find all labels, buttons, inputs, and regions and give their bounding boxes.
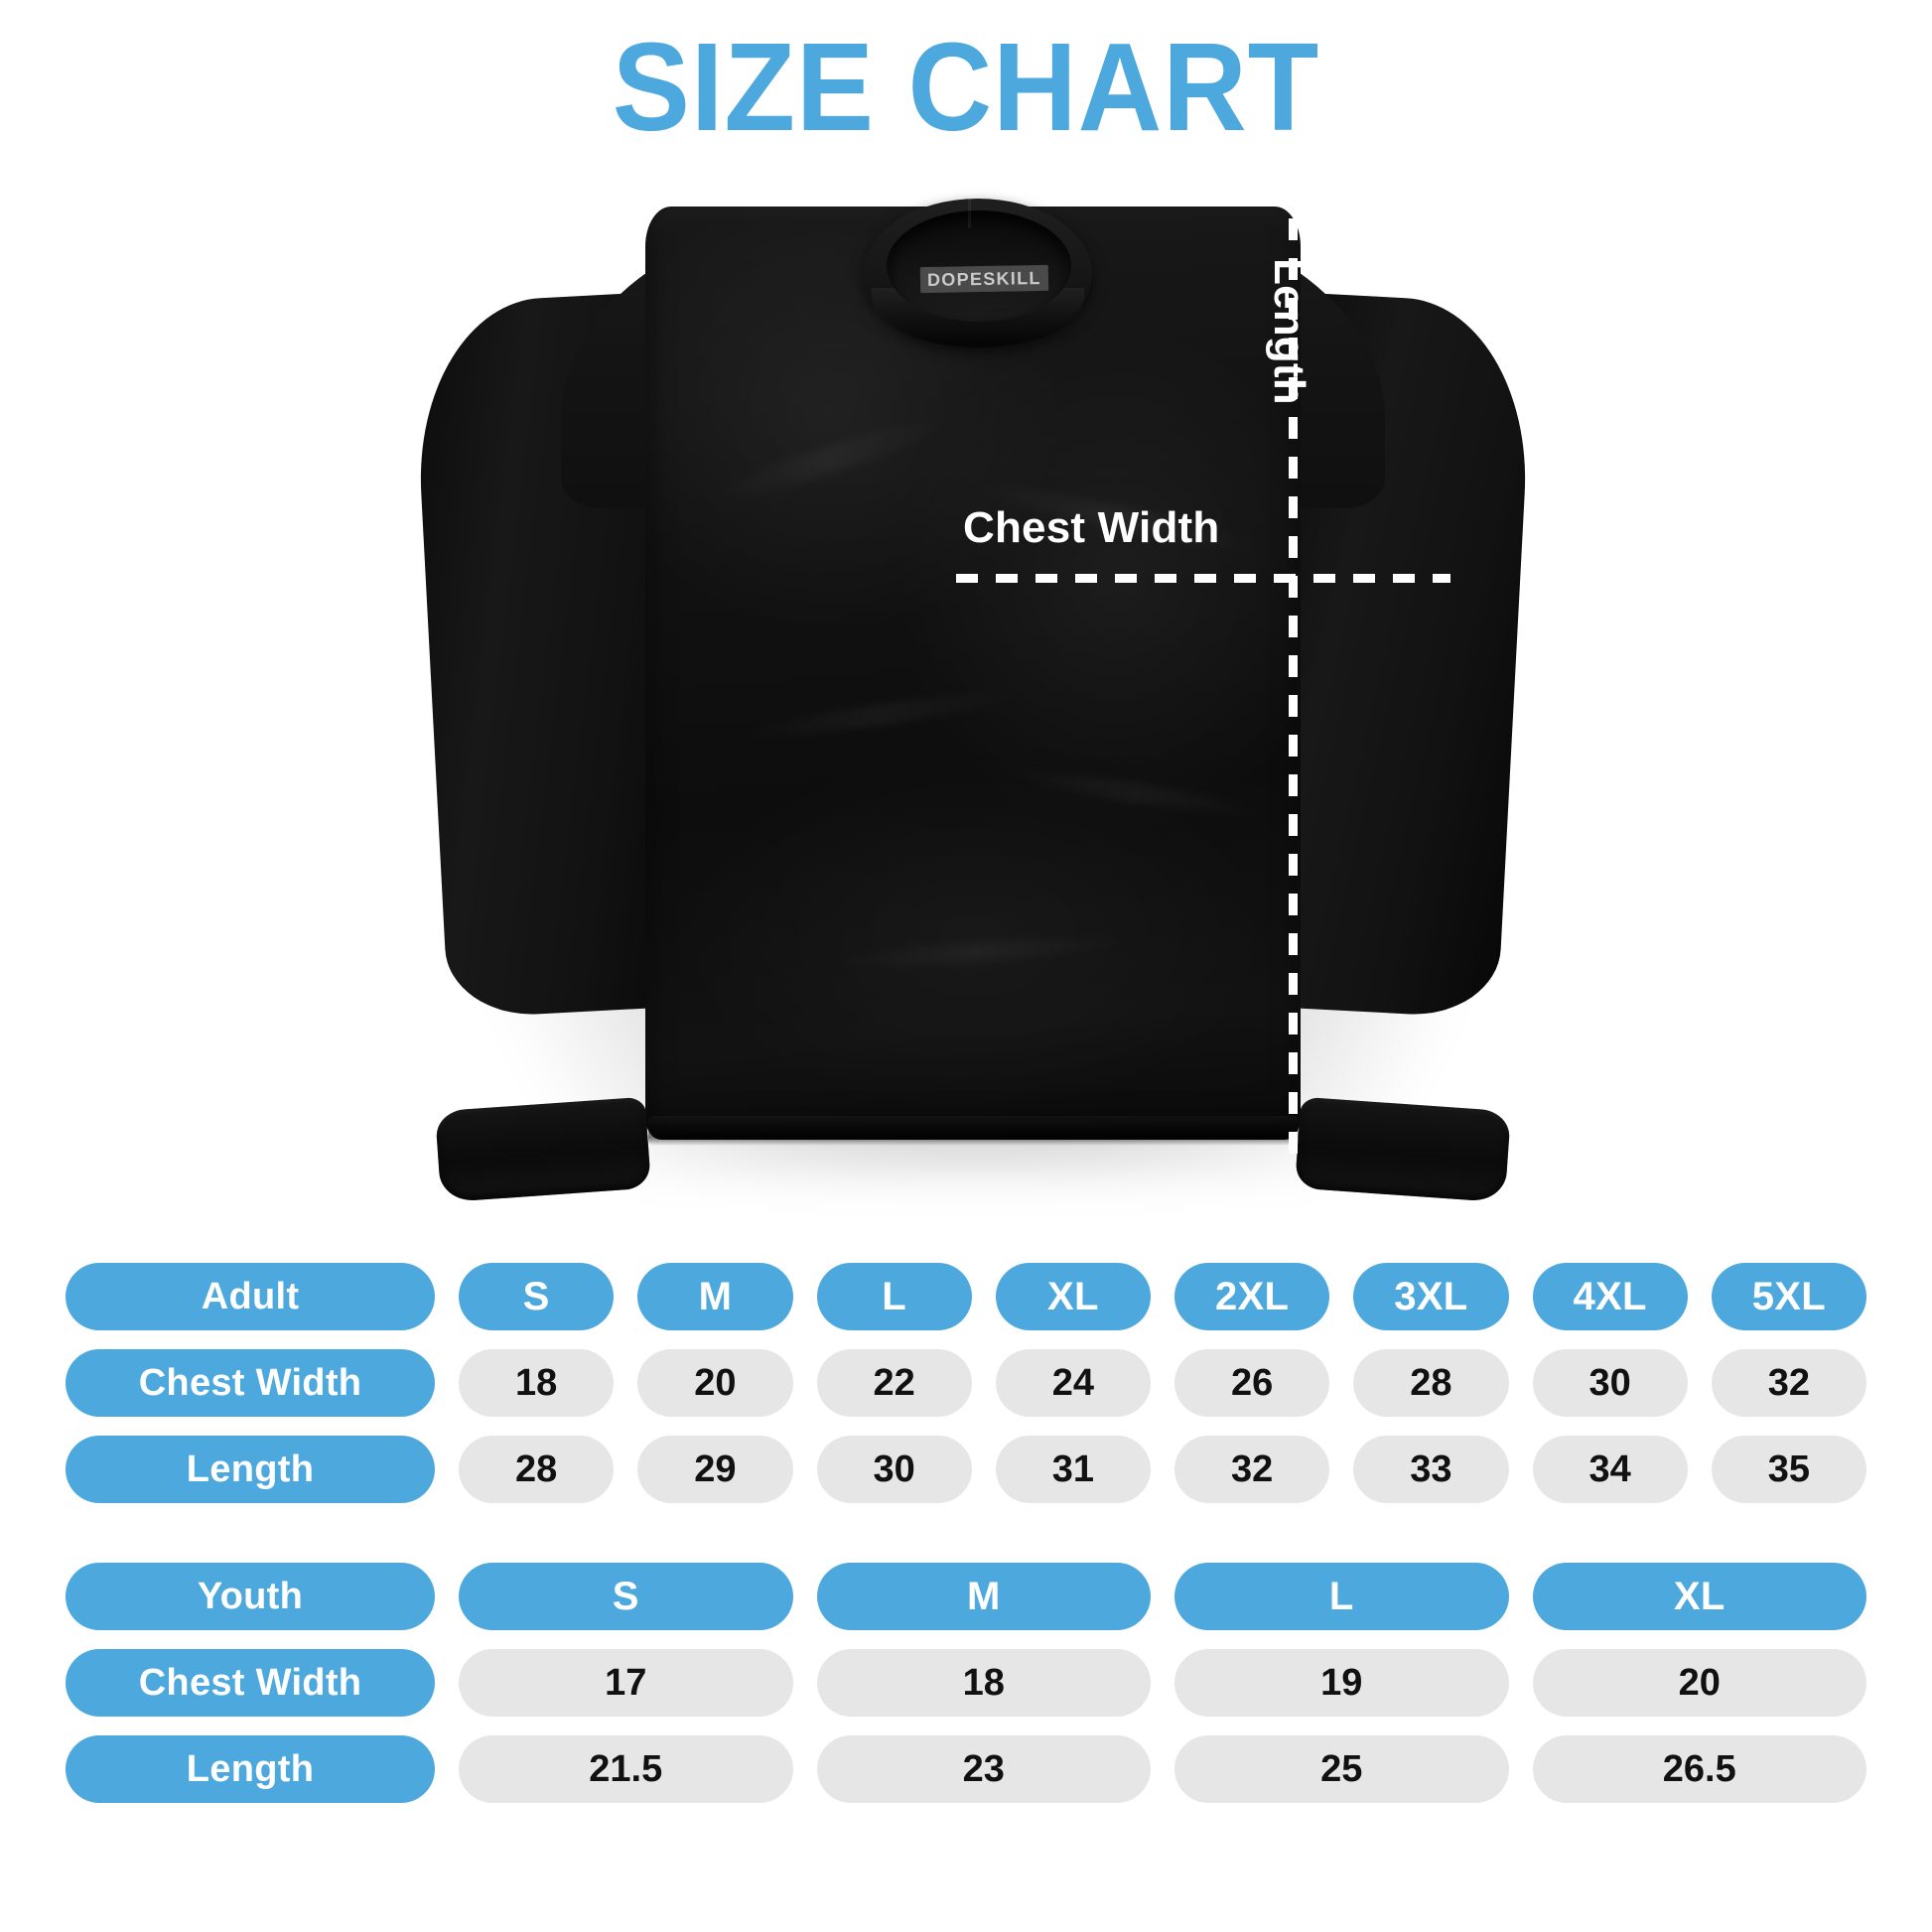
youth-chest-width-l: 19: [1174, 1649, 1509, 1717]
shirt-torso: [645, 207, 1301, 1140]
size-header-5xl[interactable]: 5XL: [1711, 1263, 1866, 1330]
adult-length-xl: 31: [995, 1436, 1151, 1503]
youth-table-title: Youth: [66, 1563, 435, 1630]
size-header-l[interactable]: L: [816, 1263, 972, 1330]
adult-chest-width-l: 22: [816, 1349, 972, 1417]
youth-size-header-m[interactable]: M: [816, 1563, 1151, 1630]
table-header-row: Adult S M L XL 2XL 3XL 4XL 5XL: [66, 1263, 1866, 1330]
garment-diagram: DOPESKILL Chest Width Length: [0, 149, 1932, 1241]
chest-width-guide-line: [956, 574, 1450, 583]
youth-size-header-xl[interactable]: XL: [1532, 1563, 1866, 1630]
adult-length-m: 29: [637, 1436, 793, 1503]
table-row: Chest Width 17 18 19 20: [66, 1649, 1866, 1717]
table-header-row: Youth S M L XL: [66, 1563, 1866, 1630]
youth-size-header-s[interactable]: S: [459, 1563, 793, 1630]
length-label: Length: [1265, 258, 1313, 405]
adult-size-table: Adult S M L XL 2XL 3XL 4XL 5XL Chest Wid…: [66, 1263, 1866, 1503]
table-row: Length 21.5 23 25 26.5: [66, 1735, 1866, 1803]
table-row: Chest Width 18 20 22 24 26 28 30 32: [66, 1349, 1866, 1417]
youth-chest-width-s: 17: [459, 1649, 793, 1717]
adult-length-3xl: 33: [1353, 1436, 1509, 1503]
youth-length-m: 23: [816, 1735, 1151, 1803]
shirt-neck-seam: [968, 191, 971, 228]
adult-chest-width-s: 18: [459, 1349, 615, 1417]
shirt-cuff-left: [435, 1096, 651, 1203]
adult-length-5xl: 35: [1711, 1436, 1866, 1503]
shirt-cuff-right: [1295, 1096, 1511, 1203]
youth-length-l: 25: [1174, 1735, 1509, 1803]
row-label-chest-width: Chest Width: [66, 1349, 435, 1417]
size-header-m[interactable]: M: [637, 1263, 793, 1330]
row-label-length: Length: [66, 1436, 435, 1503]
youth-size-header-l[interactable]: L: [1174, 1563, 1509, 1630]
size-header-4xl[interactable]: 4XL: [1532, 1263, 1688, 1330]
chest-width-label: Chest Width: [963, 503, 1220, 552]
adult-length-4xl: 34: [1532, 1436, 1688, 1503]
adult-chest-width-3xl: 28: [1353, 1349, 1509, 1417]
youth-length-s: 21.5: [459, 1735, 793, 1803]
youth-chest-width-m: 18: [816, 1649, 1151, 1717]
adult-chest-width-5xl: 32: [1711, 1349, 1866, 1417]
size-header-3xl[interactable]: 3XL: [1353, 1263, 1509, 1330]
size-header-2xl[interactable]: 2XL: [1174, 1263, 1330, 1330]
youth-size-table: Youth S M L XL Chest Width 17 18 19 20 L…: [66, 1563, 1866, 1803]
adult-chest-width-m: 20: [637, 1349, 793, 1417]
size-header-s[interactable]: S: [459, 1263, 615, 1330]
youth-row-label-length: Length: [66, 1735, 435, 1803]
size-tables: Adult S M L XL 2XL 3XL 4XL 5XL Chest Wid…: [66, 1263, 1866, 1803]
adult-length-s: 28: [459, 1436, 615, 1503]
youth-chest-width-xl: 20: [1532, 1649, 1866, 1717]
adult-chest-width-xl: 24: [995, 1349, 1151, 1417]
size-header-xl[interactable]: XL: [995, 1263, 1151, 1330]
adult-length-l: 30: [816, 1436, 972, 1503]
adult-table-title: Adult: [66, 1263, 435, 1330]
neck-brand-tag: DOPESKILL: [919, 264, 1048, 294]
adult-chest-width-4xl: 30: [1532, 1349, 1688, 1417]
youth-length-xl: 26.5: [1532, 1735, 1866, 1803]
adult-chest-width-2xl: 26: [1174, 1349, 1330, 1417]
shirt-illustration: DOPESKILL Chest Width Length: [411, 149, 1535, 1203]
page-title: SIZE CHART: [612, 17, 1320, 157]
length-guide-line: [1289, 179, 1298, 1172]
adult-length-2xl: 32: [1174, 1436, 1330, 1503]
shirt-hem: [648, 1116, 1299, 1146]
youth-row-label-chest-width: Chest Width: [66, 1649, 435, 1717]
table-row: Length 28 29 30 31 32 33 34 35: [66, 1436, 1866, 1503]
